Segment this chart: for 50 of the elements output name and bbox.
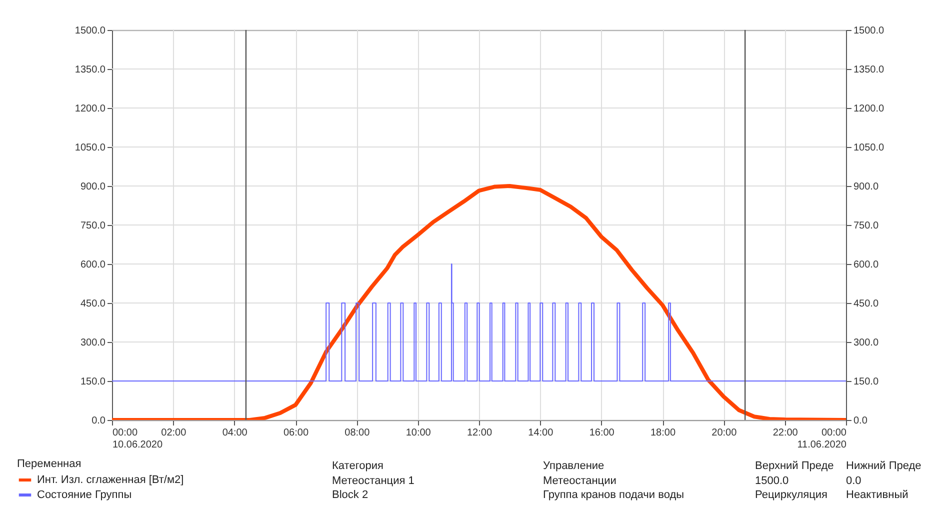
x-tick-label: 14:00	[528, 428, 554, 438]
x-tick-label: 16:00	[589, 428, 615, 438]
x-tick-label: 08:00	[344, 428, 370, 438]
y-tick-label: 900.0	[80, 182, 106, 192]
legend-title: Переменная	[17, 458, 82, 470]
y2-tick-label: 150.0	[854, 376, 879, 388]
y2-tick-label: 300.0	[854, 338, 879, 348]
y2-tick-label: 1350.0	[854, 64, 885, 76]
text: Категория	[332, 460, 384, 473]
text: Управление	[543, 460, 604, 473]
text: Метеостанция 1	[332, 475, 414, 488]
x-tick-label: 04:00	[222, 428, 248, 438]
y2-tick-label: 0.0	[854, 416, 868, 426]
text: Block 2	[332, 489, 368, 502]
x-tick-label: 22:00	[772, 428, 798, 438]
y2-tick-label: 1050.0	[854, 142, 885, 154]
x-tick-label: 10:00	[406, 428, 432, 438]
x-tick-label: 02:00	[161, 428, 187, 438]
legend-label: Состояние Группы	[37, 489, 132, 501]
y-tick-label: 1350.0	[74, 64, 106, 76]
text: Рециркуляция	[755, 489, 828, 502]
x-tick-label: 12:00	[466, 428, 492, 438]
text: Неактивный	[846, 489, 908, 502]
legend-label: Инт. Изл. сглаженная [Вт/м2]	[37, 474, 184, 486]
y2-tick-label: 750.0	[854, 220, 879, 232]
x-tick-label: 06:00	[283, 428, 309, 438]
y-tick-label: 1050.0	[74, 142, 106, 154]
y-tick-label: 0.0	[92, 416, 106, 426]
text: 1500.0	[755, 475, 789, 488]
y-tick-label: 450.0	[80, 298, 106, 310]
text: 0.0	[846, 475, 862, 488]
text: Нижний Преде	[846, 460, 922, 473]
y2-tick-label: 900.0	[854, 182, 879, 192]
y2-tick-label: 600.0	[854, 260, 879, 270]
x-tick-label: 00:00 11.06.2020	[797, 428, 847, 450]
y-tick-label: 600.0	[80, 260, 106, 270]
text: Верхний Преде	[755, 460, 834, 473]
y-tick-label: 1200.0	[74, 104, 106, 114]
text: Метеостанции	[543, 475, 616, 488]
x-tick-label: 00:00 10.06.2020	[112, 428, 163, 450]
y2-tick-label: 450.0	[854, 298, 879, 310]
y-tick-label: 1500.0	[74, 26, 106, 36]
y-tick-label: 150.0	[80, 376, 106, 388]
text: Группа кранов подачи воды	[543, 489, 684, 502]
x-tick-label: 20:00	[712, 428, 738, 438]
x-tick-label: 18:00	[650, 428, 676, 438]
y2-tick-label: 1200.0	[854, 104, 885, 114]
y2-tick-label: 1500.0	[854, 26, 885, 36]
y-tick-label: 750.0	[80, 220, 106, 232]
y-tick-label: 300.0	[80, 338, 106, 348]
